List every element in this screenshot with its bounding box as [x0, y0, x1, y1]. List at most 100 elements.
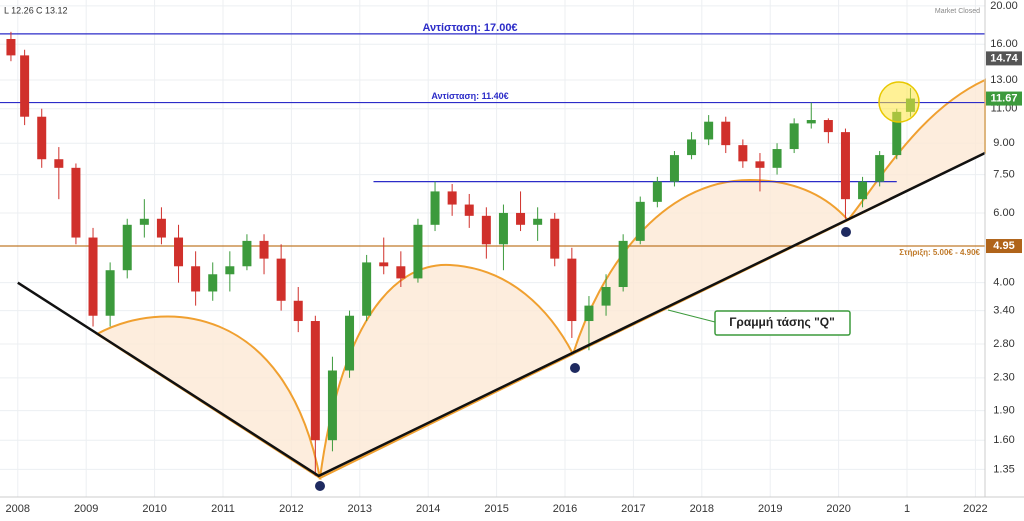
candle-body: [88, 237, 98, 316]
candle-body: [721, 121, 731, 146]
highlight-circle: [878, 81, 920, 123]
candle-body: [584, 305, 594, 322]
x-tick-label: 2013: [348, 503, 372, 515]
candle-body: [242, 240, 252, 267]
candle-body: [755, 161, 765, 168]
candle-body: [498, 212, 508, 245]
candle-body: [20, 55, 30, 117]
x-tick-label: 2008: [6, 503, 30, 515]
candle-body: [191, 266, 201, 292]
level-label: Αντίσταση: 11.40€: [431, 91, 508, 101]
y-tick-label: 11.00: [991, 103, 1018, 115]
candle-body: [618, 240, 628, 288]
candle-body: [772, 149, 782, 168]
candle-body: [396, 266, 406, 279]
candle-body: [362, 262, 372, 316]
trend-line: [17, 151, 986, 478]
arrow-marker: [315, 481, 325, 491]
candle-body: [481, 215, 491, 245]
candle-body: [54, 159, 64, 168]
y-tick-label: 20.00: [990, 0, 1018, 12]
y-tick-label: 1.60: [993, 434, 1014, 446]
candle-body: [208, 274, 218, 292]
candle-body: [139, 218, 149, 225]
arrow-marker: [841, 227, 851, 237]
candle-body: [225, 266, 235, 275]
x-tick-label: 2014: [416, 503, 440, 515]
candle-body: [122, 224, 132, 271]
candle-body: [464, 204, 474, 216]
cycle-arc: [571, 178, 850, 356]
candle-body: [6, 38, 16, 56]
info-close: C 13.12: [36, 5, 68, 15]
candle-body: [413, 224, 423, 279]
candle-body: [840, 132, 850, 200]
candle-body: [823, 120, 833, 133]
candle-body: [156, 218, 166, 238]
y-tick-label: 4.00: [993, 277, 1014, 289]
candles: [6, 31, 915, 476]
x-tick-label: 1: [904, 503, 910, 515]
x-tick-label: 2020: [826, 503, 850, 515]
cycle-arc: [318, 263, 575, 480]
candle-body: [738, 145, 748, 162]
y-tick-label: 1.35: [993, 463, 1014, 475]
market-status: Market Closed: [935, 8, 980, 15]
price-tag: [986, 51, 1022, 66]
candle-body: [71, 167, 81, 238]
candle-body: [687, 139, 697, 156]
candle-body: [635, 201, 645, 241]
candle-body: [345, 315, 355, 371]
x-tick-label: 2012: [279, 503, 303, 515]
candle-body: [652, 181, 662, 202]
candle-body: [105, 270, 115, 316]
markers: [315, 227, 851, 491]
y-tick-label: 2.30: [993, 372, 1014, 384]
price-tag-label: 14.74: [990, 52, 1018, 64]
candle-body: [892, 111, 902, 156]
axes: 1.35 1.60 1.90 2.30 2.80 3.40 4.00 6.00 7.50 9.00…: [6, 0, 1022, 515]
candle-body: [516, 212, 526, 225]
y-tick-label: 13.00: [990, 74, 1018, 86]
candle-body: [533, 218, 543, 225]
level-label: Αντίσταση: 17.00€: [422, 22, 517, 34]
candle-body: [259, 240, 269, 259]
y-tick-label: 16.00: [990, 38, 1018, 50]
candle-body: [310, 321, 320, 441]
price-tag-label: 11.67: [991, 92, 1018, 104]
levels: Αντίσταση: 17.00€ Αντίσταση: 11.40€ Στήριξ…: [0, 22, 985, 257]
x-tick-label: 2009: [74, 503, 98, 515]
y-tick-label: 3.40: [993, 305, 1014, 317]
y-tick-label: 1.90: [993, 405, 1014, 417]
candle-body: [789, 123, 799, 150]
cycle-arc: [95, 315, 322, 481]
annotation: Γραμμή τάσης "Q": [729, 315, 835, 329]
price-tag: [986, 239, 1022, 254]
candle-body: [430, 191, 440, 225]
candle-body: [447, 191, 457, 205]
level-label: Στήριξη: 5.00€ - 4.90€: [899, 248, 980, 257]
candle-body: [669, 155, 679, 182]
candle-body: [174, 237, 184, 267]
candle-body: [276, 258, 286, 301]
annotation-pointer: [667, 309, 716, 323]
arrow-marker: [570, 363, 580, 373]
price-tag-label: 4.95: [993, 240, 1014, 252]
y-tick-label: 7.50: [993, 168, 1014, 180]
candle-body: [601, 287, 611, 306]
candle-body: [379, 262, 389, 267]
cycle-arcs: [95, 78, 986, 481]
candle-body: [37, 116, 47, 160]
x-tick-label: 2010: [142, 503, 166, 515]
candle-body: [858, 181, 868, 200]
trend: [17, 151, 986, 478]
y-tick-label: 9.00: [993, 137, 1014, 149]
annotation-box: [714, 310, 851, 336]
y-tick-label: 2.80: [993, 338, 1014, 350]
x-tick-label: 2011: [211, 503, 235, 515]
x-tick-label: 2015: [484, 503, 508, 515]
info-low: L 12.26: [4, 5, 34, 15]
x-tick-label: 2016: [553, 503, 577, 515]
candle-body: [327, 370, 337, 441]
